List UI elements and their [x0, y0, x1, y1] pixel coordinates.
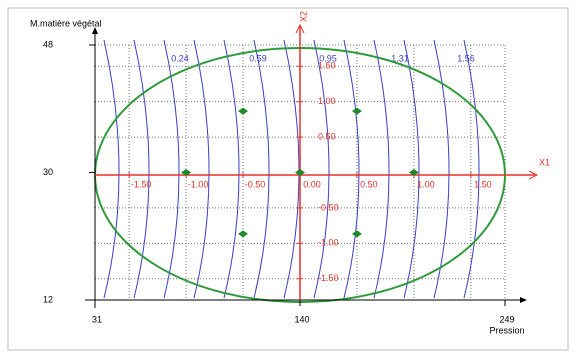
y-tick-label: 12 — [43, 294, 53, 304]
x1-tick-label: -0.50 — [245, 179, 266, 189]
contour-label: 0.95 — [319, 53, 337, 63]
contour-label: 1.56 — [457, 53, 475, 63]
contour-line — [313, 39, 330, 299]
x2-tick-label: 0.50 — [318, 131, 336, 141]
contour-line — [163, 39, 180, 299]
y-axis-arrow — [92, 27, 98, 34]
frame — [7, 7, 569, 351]
contour-line — [193, 39, 210, 299]
x-tick-label: 31 — [92, 314, 102, 324]
contour-line — [253, 39, 270, 299]
x2-label: X2 — [298, 11, 308, 22]
contour-label: 0.24 — [171, 53, 189, 63]
contour-line — [463, 39, 480, 299]
x-tick-label: 249 — [499, 314, 514, 324]
contour-line — [223, 39, 240, 299]
x1-tick-label: -1.00 — [188, 179, 209, 189]
contour-line — [133, 39, 150, 299]
x-tick-label: 140 — [294, 314, 309, 324]
y-tick-label: 48 — [43, 39, 53, 49]
x1-tick-label: -1.50 — [131, 179, 152, 189]
contour-line — [373, 39, 390, 299]
x1-tick-label: 1.00 — [417, 179, 435, 189]
x2-tick-label: -1.00 — [318, 238, 339, 248]
design-point — [351, 230, 362, 238]
design-point — [351, 107, 362, 115]
design-point — [295, 169, 305, 176]
x2-tick-label: 1.50 — [318, 61, 336, 71]
x1-tick-label: 0.00 — [303, 179, 321, 189]
design-point — [181, 169, 192, 176]
x2-tick-label: 1.00 — [318, 96, 336, 106]
x1-label: X1 — [539, 157, 550, 167]
x1-tick-label: 1.50 — [474, 179, 492, 189]
design-point — [408, 169, 419, 176]
x2-tick-label: -1.50 — [318, 273, 339, 283]
x-axis-arrow — [520, 297, 527, 303]
contour-label: 0.59 — [249, 53, 267, 63]
contour-line — [343, 39, 360, 299]
design-point — [238, 107, 249, 115]
y-axis-label: M.matière végétal — [30, 18, 102, 28]
x2-tick-label: -0.50 — [318, 202, 339, 212]
x2-arrow — [295, 23, 305, 34]
y-tick-label: 30 — [43, 167, 53, 177]
contour-line — [103, 39, 120, 299]
contour-label: 1.31 — [391, 53, 409, 63]
design-point — [238, 230, 249, 238]
x1-arrow — [528, 170, 539, 180]
x-axis-label: Pression — [489, 325, 524, 335]
contour-line — [403, 39, 420, 299]
x1-tick-label: 0.50 — [360, 179, 378, 189]
